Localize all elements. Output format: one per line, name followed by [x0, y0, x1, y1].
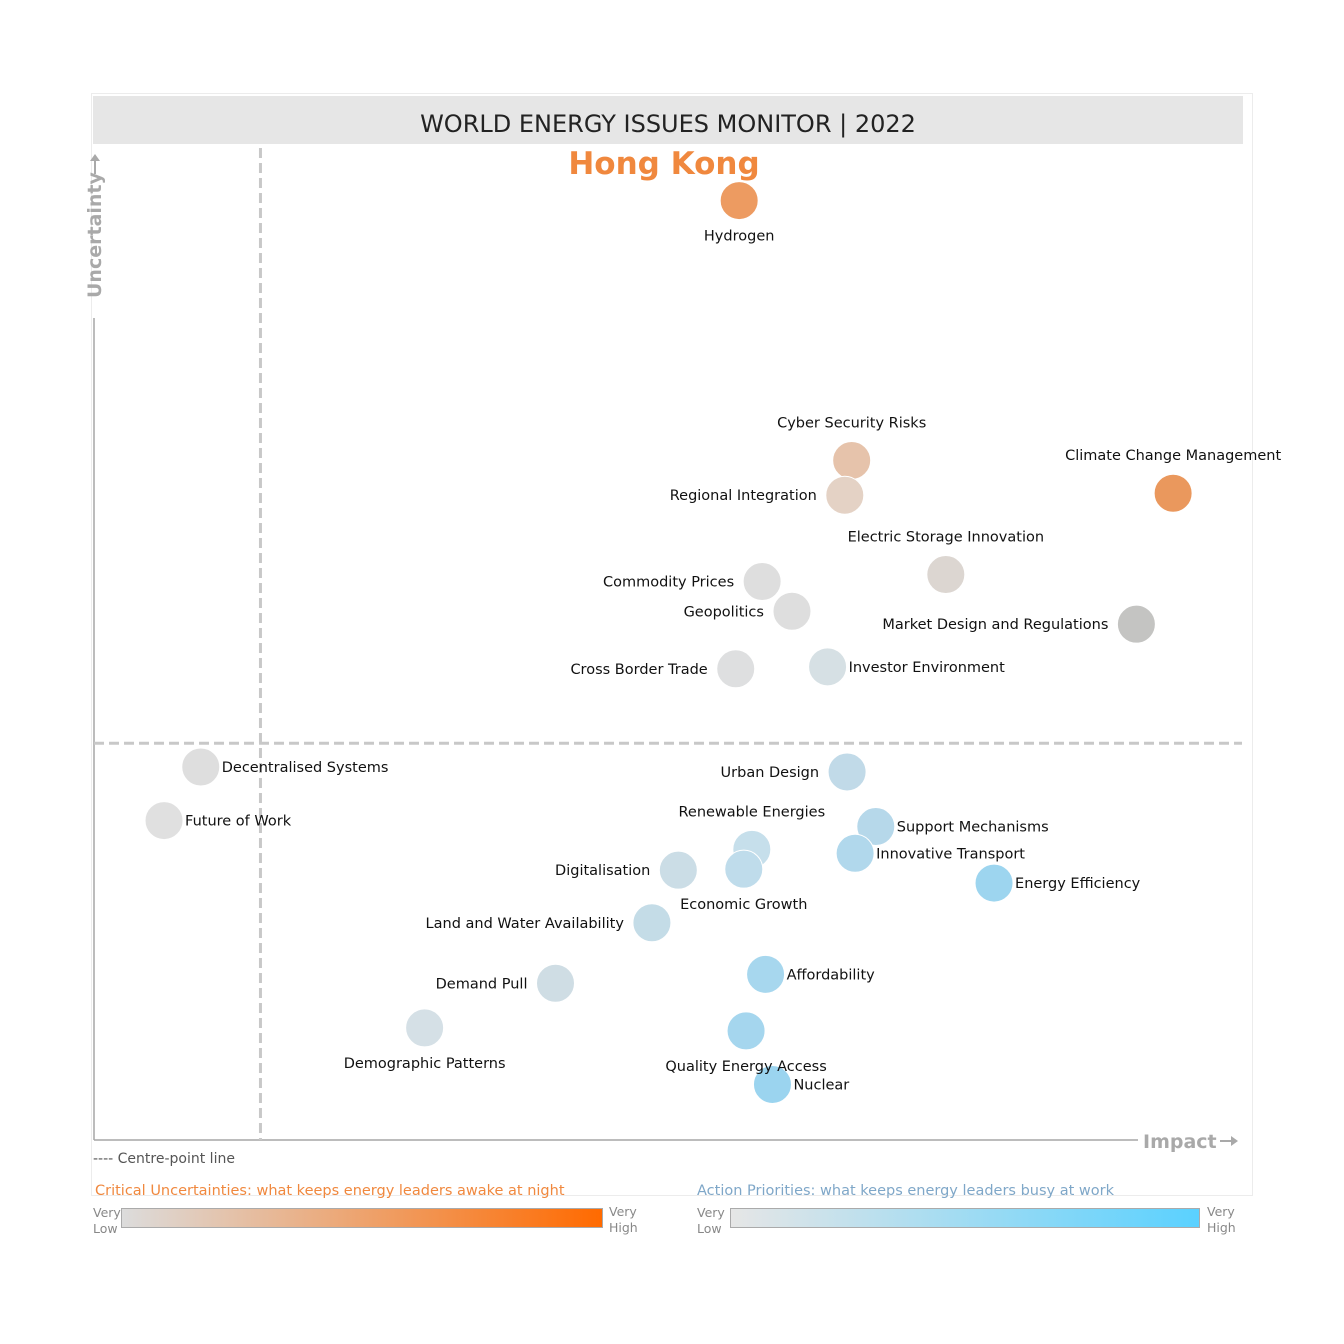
data-label: Market Design and Regulations [882, 617, 1108, 633]
cu-high-label-line2: High [609, 1220, 638, 1235]
data-label: Regional Integration [670, 488, 817, 504]
data-point [742, 562, 782, 602]
data-label: Quality Energy Access [665, 1059, 826, 1075]
y-axis-title: Uncertainty [84, 172, 106, 298]
data-label: Investor Environment [849, 660, 1006, 676]
data-point [632, 903, 672, 943]
data-point [772, 591, 812, 631]
data-point [535, 963, 575, 1003]
data-label: Economic Growth [680, 897, 807, 913]
cu-low-label-line2: Low [93, 1221, 118, 1236]
chart-title: WORLD ENERGY ISSUES MONITOR | 2022 [420, 110, 916, 138]
data-point [716, 649, 756, 689]
data-label: Climate Change Management [1065, 448, 1281, 464]
centre-point-lines [94, 148, 1242, 1140]
cu-low-label-line1: Very [93, 1205, 121, 1220]
x-axis-title: Impact [1143, 1131, 1217, 1153]
data-label: Renewable Energies [678, 804, 825, 820]
data-point [746, 954, 786, 994]
data-label: Urban Design [721, 765, 820, 781]
data-point [726, 1011, 766, 1051]
data-label: Energy Efficiency [1015, 876, 1141, 892]
data-point [658, 850, 698, 890]
data-label: Future of Work [185, 814, 292, 830]
ap-high-label-line2: High [1207, 1220, 1236, 1235]
data-point [181, 747, 221, 787]
data-label: Commodity Prices [603, 575, 734, 591]
data-point [832, 440, 872, 480]
data-point [724, 849, 764, 889]
data-label: Hydrogen [704, 229, 775, 245]
cu-high-label-line1: Very [609, 1204, 637, 1219]
data-label: Geopolitics [684, 604, 764, 620]
critical-uncertainties-legend-title: Critical Uncertainties: what keeps energ… [95, 1183, 565, 1199]
data-label: Support Mechanisms [897, 820, 1049, 836]
data-label: Decentralised Systems [222, 760, 389, 776]
centre-point-note: ---- Centre-point line [93, 1151, 235, 1167]
chart-frame [91, 93, 1253, 1196]
action-priorities-legend-title: Action Priorities: what keeps energy lea… [697, 1183, 1114, 1199]
data-label: Demographic Patterns [344, 1056, 506, 1072]
data-points [144, 181, 1193, 1104]
data-point [825, 475, 865, 515]
data-point [835, 833, 875, 873]
x-axis-arrowhead [1231, 1136, 1238, 1146]
data-labels: Hydrogen Cyber Security Risks Regional Int… [185, 229, 1281, 1094]
data-point [926, 555, 966, 595]
ap-high-label-line1: Very [1207, 1204, 1235, 1219]
data-label: Land and Water Availability [426, 916, 625, 932]
data-label: Digitalisation [555, 863, 650, 879]
data-point [827, 752, 867, 792]
cu-high-label: Very High [609, 1204, 638, 1236]
data-label: Demand Pull [436, 976, 528, 992]
title-bar [93, 96, 1243, 144]
data-label: Innovative Transport [876, 846, 1025, 862]
ap-low-label-line2: Low [697, 1221, 722, 1236]
data-label: Affordability [787, 967, 876, 983]
data-point [144, 801, 184, 841]
chart-subtitle: Hong Kong [568, 146, 760, 182]
axes: Impact Uncertainty [84, 154, 1238, 1153]
data-label: Electric Storage Innovation [848, 530, 1044, 546]
critical-uncertainties-gradient-bar [121, 1208, 603, 1228]
data-point [1116, 604, 1156, 644]
data-point [752, 1064, 792, 1104]
data-point [1153, 473, 1193, 513]
action-priorities-gradient-bar [730, 1208, 1200, 1228]
data-point [856, 807, 896, 847]
ap-low-label-line1: Very [697, 1205, 725, 1220]
data-label: Nuclear [793, 1077, 849, 1093]
data-label: Cross Border Trade [570, 662, 707, 678]
data-point [808, 647, 848, 687]
ap-high-label: Very High [1207, 1204, 1236, 1236]
cu-low-label: Very Low [93, 1205, 121, 1237]
data-point [719, 181, 759, 221]
y-axis-arrowhead [90, 154, 100, 161]
data-label: Cyber Security Risks [777, 415, 926, 431]
data-point [974, 863, 1014, 903]
data-point [405, 1008, 445, 1048]
ap-low-label: Very Low [697, 1205, 725, 1237]
